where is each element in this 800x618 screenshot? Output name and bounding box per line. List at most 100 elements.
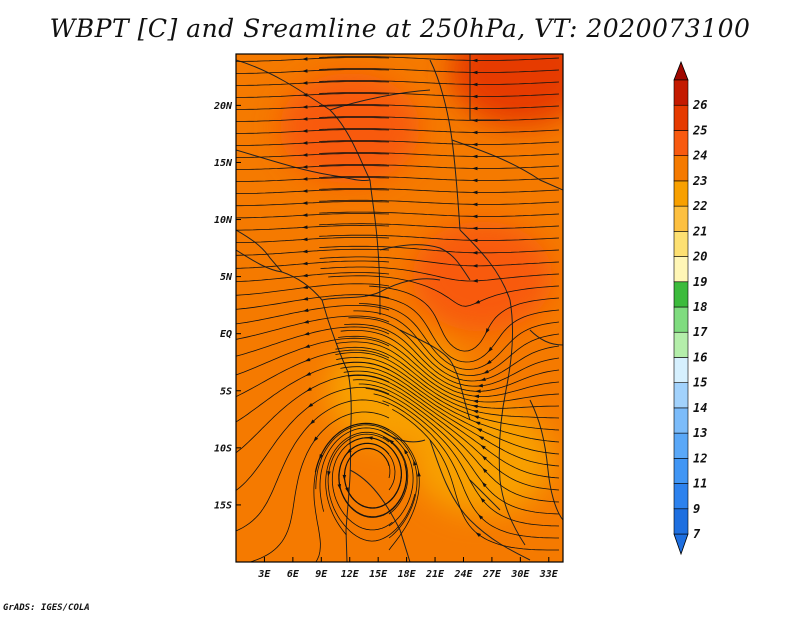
streamline-arrow	[480, 377, 486, 381]
streamline	[315, 424, 418, 539]
streamline-arrows	[302, 57, 493, 537]
colorbar-swatch	[673, 483, 689, 510]
lon-tick-label: 6E	[287, 569, 300, 580]
streamline-arrow	[302, 201, 308, 205]
streamline	[236, 93, 390, 98]
streamline	[248, 411, 390, 562]
lon-tick-label: 21E	[425, 569, 445, 580]
lat-tick-label: 15S	[214, 500, 232, 511]
streamline	[236, 189, 390, 194]
streamline-arrow	[413, 459, 417, 466]
streamline	[340, 366, 560, 455]
colorbar-swatch	[673, 180, 689, 207]
lat-tick-label: 10N	[214, 215, 233, 226]
streamline-arrow	[472, 279, 478, 283]
streamline-arrow	[472, 264, 478, 268]
streamline-arrow	[477, 383, 484, 388]
colorbar-swatch	[673, 256, 689, 283]
streamline-arrow	[302, 177, 308, 181]
streamline-arrow	[302, 105, 308, 109]
coastline	[236, 54, 563, 562]
colorbar-swatch	[673, 432, 689, 459]
colorbar-swatch	[673, 382, 689, 409]
wbpt-fill-region	[450, 54, 563, 127]
streamline	[358, 383, 560, 503]
streamline-arrow	[309, 419, 316, 425]
streamline-arrow	[367, 436, 373, 440]
streamline-arrow	[472, 190, 478, 195]
streamline-arrow	[305, 372, 312, 376]
colorbar-label: 20	[692, 250, 707, 264]
streamline	[337, 361, 560, 443]
colorbar-swatch	[673, 231, 689, 257]
lat-tick-label: 15N	[214, 158, 233, 169]
streamline-arrow	[345, 487, 349, 493]
streamline	[236, 374, 390, 454]
streamline-arrow	[472, 178, 478, 183]
streamline	[236, 315, 390, 340]
streamline	[382, 400, 559, 539]
colorbar-swatch	[673, 130, 689, 156]
streamline	[236, 129, 390, 134]
colorbar-swatch	[673, 331, 689, 358]
streamline-arrow	[302, 93, 308, 97]
streamline	[319, 199, 560, 205]
streamline	[340, 330, 560, 392]
streamline-arrow	[302, 129, 308, 133]
streamline	[236, 141, 390, 146]
streamline	[343, 370, 560, 467]
streamline-arrow	[474, 299, 481, 304]
streamline	[319, 80, 560, 85]
streamline	[236, 224, 390, 231]
colorbar-label: 7	[693, 527, 701, 541]
colorbar-swatch	[673, 458, 689, 484]
streamline-arrow	[473, 394, 480, 399]
colorbar-label: 22	[692, 199, 707, 213]
streamline-arrow	[302, 57, 308, 61]
colorbar-label: 12	[693, 451, 707, 465]
streamline	[236, 260, 390, 269]
streamline	[319, 256, 560, 267]
streamline	[320, 266, 560, 282]
grads-credit: GrADS: IGES/COLA	[3, 603, 90, 613]
lon-tick-label: 3E	[257, 569, 271, 580]
streamline	[338, 335, 560, 397]
streamline	[327, 433, 416, 542]
colorbar-label: 13	[693, 426, 707, 440]
streamline	[325, 431, 409, 536]
streamline-arrow	[302, 261, 308, 266]
streamline-arrow	[472, 142, 478, 147]
streamline-arrow	[472, 399, 479, 404]
streamline-arrow	[472, 226, 478, 231]
streamline-arrow	[472, 409, 479, 414]
colorbar-swatch	[673, 508, 689, 535]
streamline	[319, 427, 414, 527]
streamline-arrow	[476, 428, 483, 433]
streamline	[236, 237, 390, 244]
streamline-arrow	[302, 237, 308, 242]
streamline	[236, 105, 390, 110]
streamline	[236, 117, 390, 122]
streamline	[319, 128, 560, 133]
colorbar-swatch	[673, 357, 689, 383]
streamline-arrow	[483, 369, 489, 374]
streamline-arrow	[302, 297, 309, 301]
streamline-arrow	[302, 69, 308, 73]
streamline	[236, 399, 390, 532]
streamline-arrow	[342, 474, 347, 481]
streamline-arrow	[480, 497, 486, 503]
streamline-arrow	[472, 154, 478, 159]
streamline-arrow	[302, 117, 308, 121]
streamline-arrow	[486, 360, 492, 365]
streamline-arrow	[337, 483, 342, 490]
streamline-arrow	[472, 166, 478, 171]
streamline	[369, 285, 560, 352]
streamline-arrow	[472, 82, 478, 87]
streamline-arrow	[472, 94, 478, 99]
streamline-arrow	[417, 471, 421, 477]
streamline	[236, 326, 390, 357]
streamline-arrow	[475, 389, 481, 393]
streamline-arrow	[472, 238, 478, 243]
streamline	[236, 69, 390, 74]
streamline	[319, 92, 560, 97]
